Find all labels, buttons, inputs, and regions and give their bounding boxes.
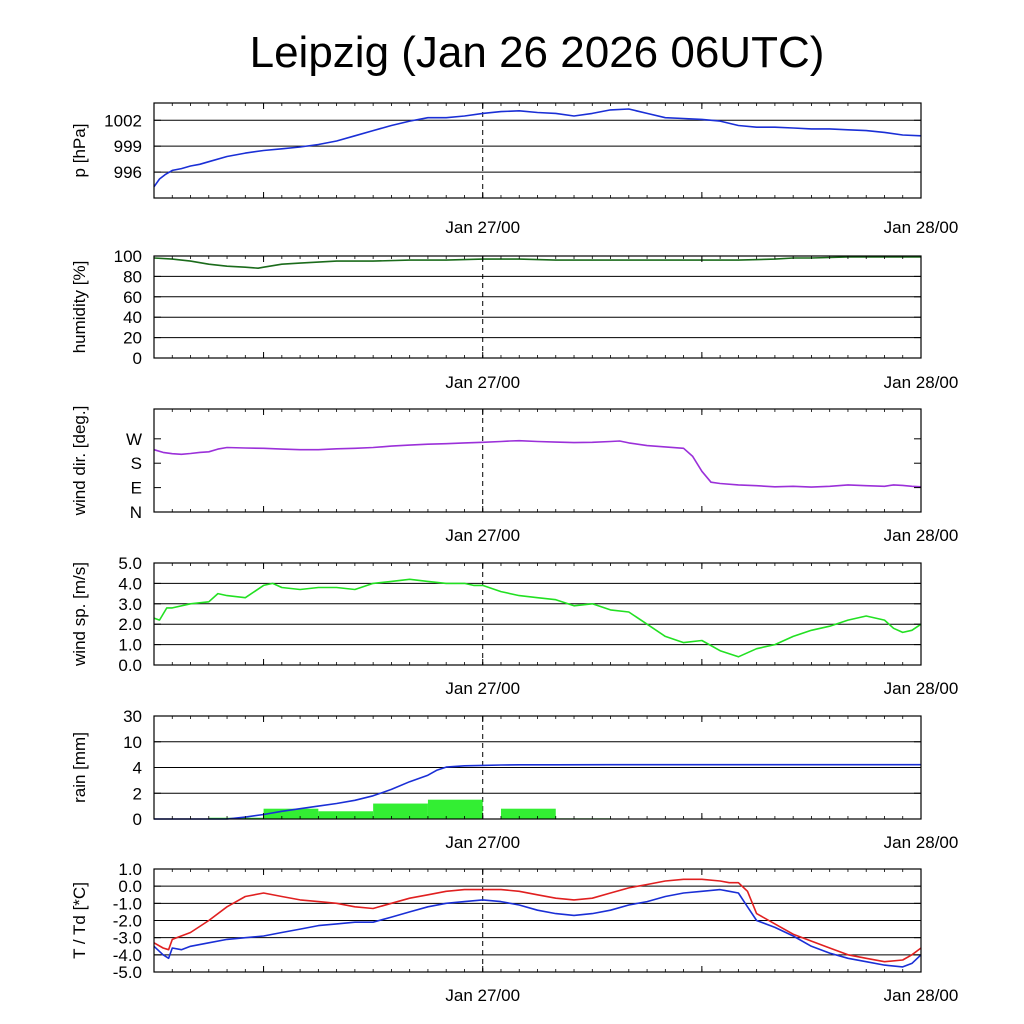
y-tick-label: 996	[114, 163, 142, 182]
rain-bar	[318, 811, 374, 819]
x-tick-label: Jan 27/00	[445, 679, 520, 698]
rain-bar	[500, 808, 556, 819]
series-line-td	[153, 888, 922, 968]
x-tick-label: Jan 28/00	[884, 679, 959, 698]
y-tick-label: 1002	[104, 111, 142, 130]
y-tick-label: 2.0	[118, 615, 142, 634]
chart-title: Leipzig (Jan 26 2026 06UTC)	[250, 28, 825, 77]
y-tick-label: 80	[123, 267, 142, 286]
y-tick-label: 60	[123, 288, 142, 307]
series-line-accumulated-rain	[154, 763, 921, 820]
rain-bar	[263, 808, 319, 819]
panel-pressure: 996 999 1002 Jan 27/00 Jan 28/00 p [hPa]	[70, 102, 959, 237]
y-tick-label: 2	[133, 784, 142, 803]
x-tick-label: Jan 28/00	[884, 526, 959, 545]
y-tick-label: 0	[133, 810, 142, 829]
x-tick-label: Jan 28/00	[884, 218, 959, 237]
x-tick-label: Jan 27/00	[445, 373, 520, 392]
y-tick-label: 4	[133, 759, 142, 778]
y-tick-label: 20	[123, 329, 142, 348]
x-tick-label: Jan 28/00	[884, 986, 959, 1005]
rain-bar	[373, 803, 428, 819]
y-tick-label: 0.0	[118, 656, 142, 675]
y-tick-label: 1.0	[118, 636, 142, 655]
x-tick-label: Jan 28/00	[884, 373, 959, 392]
y-tick-label: -2.0	[113, 912, 142, 931]
y-axis-label: wind sp. [m/s]	[70, 562, 89, 667]
y-tick-label: E	[131, 479, 142, 498]
y-tick-label: W	[126, 430, 142, 449]
x-tick-label: Jan 27/00	[445, 986, 520, 1005]
y-tick-label: 10	[123, 733, 142, 752]
y-tick-label: 30	[123, 707, 142, 726]
series-line-t	[153, 878, 922, 963]
y-tick-label: -5.0	[113, 963, 142, 982]
x-tick-label: Jan 27/00	[445, 833, 520, 852]
series-line-wind-direction	[153, 439, 922, 488]
y-tick-label: N	[130, 503, 142, 522]
x-tick-label: Jan 27/00	[445, 526, 520, 545]
series-line-wind-speed	[153, 578, 922, 658]
y-axis-label: p [hPa]	[70, 124, 89, 178]
y-tick-label: 100	[114, 247, 142, 266]
y-axis-label: humidity [%]	[70, 261, 89, 354]
y-axis-label: wind dir. [deg.]	[70, 406, 89, 517]
series-line-pressure	[153, 108, 922, 188]
y-tick-label: 4.0	[118, 574, 142, 593]
panel-rain: 0 2 4 10 30 Jan 27/00 Jan 28/00 rain [mm]	[70, 707, 958, 852]
y-tick-label: -1.0	[113, 894, 142, 913]
y-tick-label: -3.0	[113, 929, 142, 948]
x-tick-label: Jan 28/00	[884, 833, 959, 852]
y-tick-label: -4.0	[113, 946, 142, 965]
y-axis-label: T / Td [*C]	[70, 882, 89, 959]
series-line-humidity	[153, 256, 921, 269]
y-axis-label: rain [mm]	[70, 732, 89, 803]
panel-temperature: -5.0-4.0-3.0-2.0-1.00.01.0 Jan 27/00 Jan 2…	[70, 860, 958, 1005]
y-tick-label: 0.0	[118, 877, 142, 896]
rain-bar	[427, 799, 483, 819]
x-tick-label: Jan 27/00	[445, 218, 520, 237]
panel-wind_speed: 0.01.0 2.03.0 4.05.0 Jan 27/00 Jan 28/00 wind…	[70, 554, 958, 698]
y-tick-label: 3.0	[118, 595, 142, 614]
y-tick-label: 5.0	[118, 554, 142, 573]
y-tick-label: 1.0	[118, 860, 142, 879]
y-tick-label: 40	[123, 308, 142, 327]
y-tick-label: S	[131, 454, 142, 473]
y-tick-label: 999	[114, 137, 142, 156]
y-tick-label: 0	[133, 349, 142, 368]
